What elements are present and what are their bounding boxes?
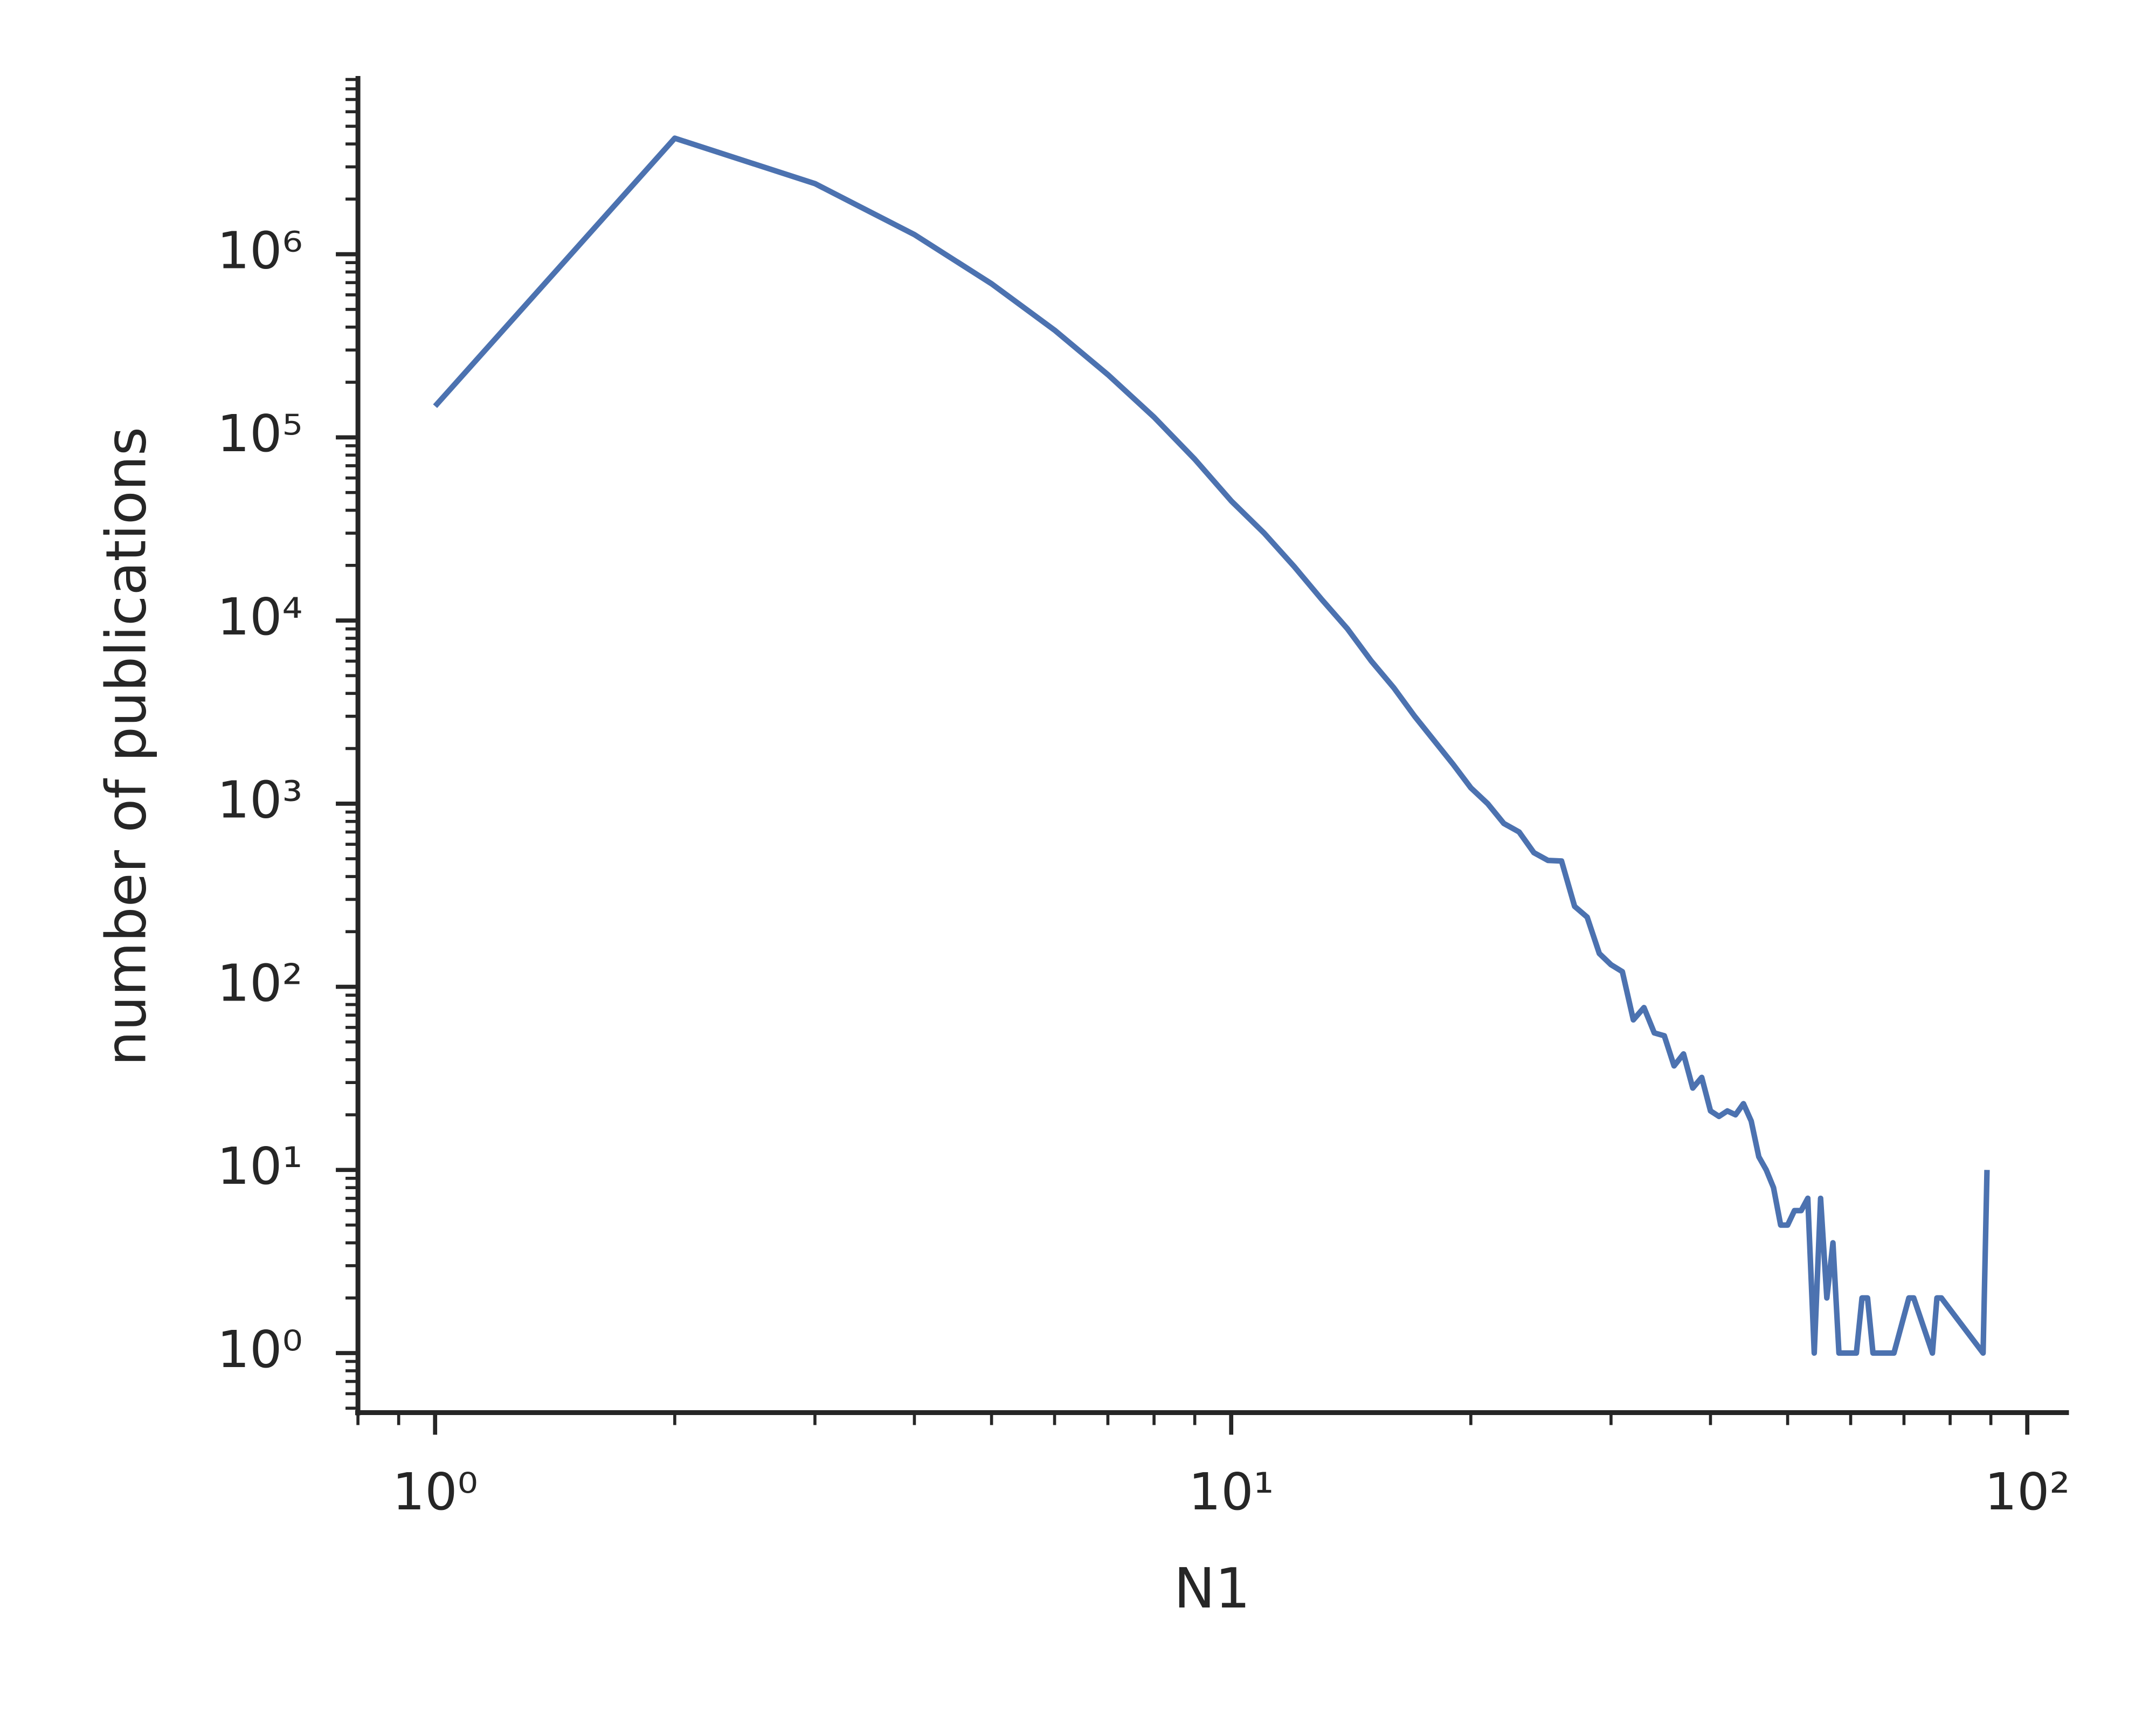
y-tick-label: 10⁰ [217, 1320, 303, 1379]
data-line [433, 135, 1990, 1356]
x-tick-label: 10² [1985, 1462, 2070, 1522]
y-tick-label: 10³ [217, 771, 303, 830]
y-tick-label: 10² [217, 954, 303, 1013]
x-tick-label: 10⁰ [392, 1462, 478, 1522]
x-tick-label: 10¹ [1188, 1462, 1274, 1522]
y-tick-label: 10⁵ [217, 404, 303, 464]
y-tick-label: 10¹ [217, 1137, 303, 1196]
y-axis-label: number of publications [94, 427, 158, 1066]
x-axis-label: N1 [1174, 1557, 1250, 1621]
y-tick-label: 10⁴ [217, 588, 303, 647]
y-tick-label: 10⁶ [217, 222, 303, 281]
